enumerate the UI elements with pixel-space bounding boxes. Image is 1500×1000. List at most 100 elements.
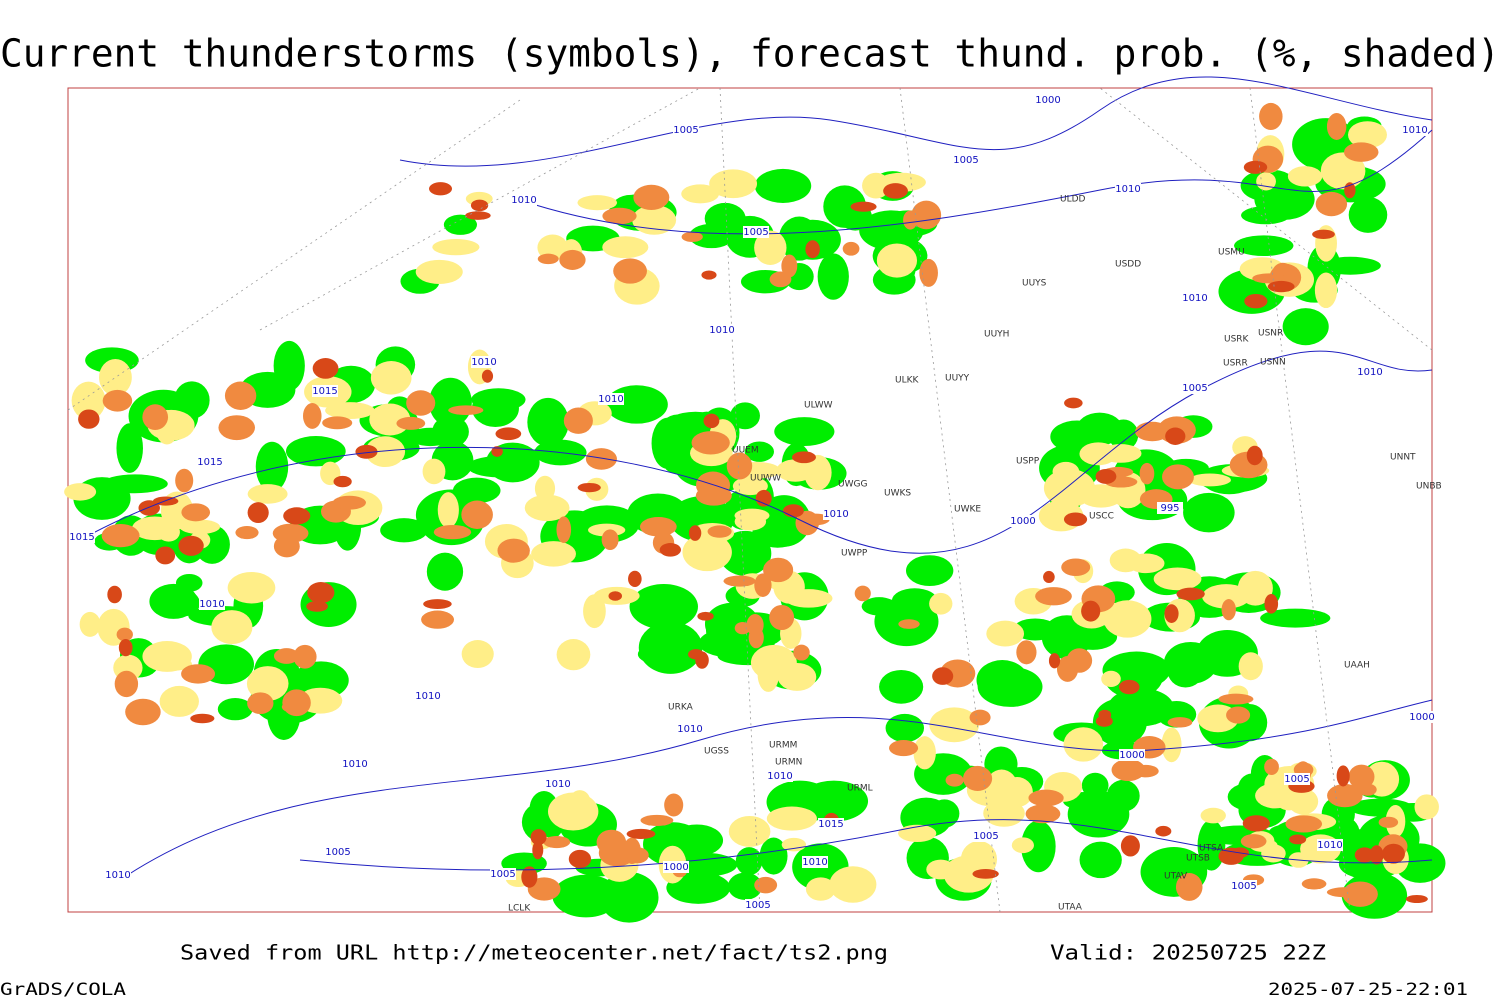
shade <box>1221 599 1236 621</box>
isobar-label: 1015 <box>312 386 337 397</box>
shade <box>114 670 139 698</box>
shade <box>608 591 622 601</box>
shade <box>829 866 877 903</box>
source-url: Saved from URL http://meteocenter.net/fa… <box>180 941 888 965</box>
shade <box>1025 804 1061 824</box>
shade <box>664 793 684 817</box>
shade <box>1238 652 1263 681</box>
shade <box>734 621 751 635</box>
shade <box>448 405 484 416</box>
shade <box>1153 567 1202 591</box>
shade <box>355 444 378 459</box>
isobar-label-bg <box>677 723 703 735</box>
shade <box>79 611 101 637</box>
shade <box>1237 570 1273 606</box>
isobar-label-bg <box>545 778 571 790</box>
shade <box>408 427 453 447</box>
isobar-label: 1010 <box>511 195 536 206</box>
shade <box>1234 235 1294 257</box>
isobar-label-bg <box>1119 749 1145 761</box>
shade <box>365 436 406 468</box>
shade <box>1079 442 1118 466</box>
shade <box>332 495 366 510</box>
shade <box>1218 693 1254 705</box>
shade <box>102 474 168 494</box>
isobar-label-bg <box>1409 711 1435 723</box>
shade <box>1035 587 1072 606</box>
shade <box>1243 160 1268 174</box>
shade <box>1320 152 1366 190</box>
shade <box>568 849 592 869</box>
station-label: UTSB <box>1186 854 1210 864</box>
shade <box>1259 102 1283 131</box>
station-label: UWKE <box>954 505 981 515</box>
shade <box>247 692 274 715</box>
station-labels: ULDD USDD USMU UUYS UUYH USRK USNR USRR USNN ULKK… <box>508 195 1442 914</box>
shade <box>1336 765 1350 787</box>
shade <box>929 592 953 615</box>
shade <box>471 389 519 427</box>
shade <box>777 662 817 691</box>
isobar-label: 1010 <box>199 599 224 610</box>
isobar-label-bg <box>709 324 735 336</box>
shade <box>1081 772 1109 799</box>
shade <box>1106 779 1140 812</box>
shade <box>817 253 849 300</box>
shade <box>78 409 100 429</box>
isobar-label-bg <box>312 385 338 397</box>
shade <box>1028 789 1064 807</box>
shade <box>1064 397 1083 409</box>
shade <box>1378 816 1399 828</box>
shade <box>556 639 591 671</box>
shade <box>792 451 816 464</box>
shade <box>559 249 586 270</box>
shade <box>569 790 591 813</box>
isobar-label: 1010 <box>1182 293 1207 304</box>
shade <box>273 648 300 664</box>
shade <box>682 533 732 572</box>
shade <box>1120 835 1140 857</box>
isobar-label-bg <box>199 598 225 610</box>
shade <box>1063 512 1088 527</box>
shade <box>1109 548 1142 573</box>
shade <box>1079 841 1122 879</box>
shade <box>1287 166 1323 187</box>
isobar-label-bg <box>471 356 497 368</box>
isobar-label-bg <box>818 818 844 830</box>
isobar-label: 1010 <box>545 779 570 790</box>
isobar-label: 1005 <box>745 900 770 911</box>
shade <box>1326 887 1365 898</box>
shade <box>159 685 199 717</box>
shade <box>1344 182 1356 199</box>
shade <box>793 644 810 661</box>
station-label: USNN <box>1260 358 1286 368</box>
shade <box>854 585 871 602</box>
shade <box>963 765 993 791</box>
shade <box>1315 191 1348 217</box>
isobar-label: 1000 <box>1119 750 1144 761</box>
shade <box>1382 843 1405 864</box>
isobar-label: 1010 <box>471 357 496 368</box>
shade <box>763 557 794 583</box>
shade <box>406 390 436 416</box>
shade <box>1048 653 1061 669</box>
shade <box>929 707 980 743</box>
shade <box>532 840 544 860</box>
shade <box>640 517 677 537</box>
shade <box>728 815 771 847</box>
shade <box>651 417 684 469</box>
shade <box>1163 641 1218 684</box>
shade <box>552 874 620 918</box>
shade <box>1241 206 1290 225</box>
shade <box>759 837 788 875</box>
shade <box>769 604 795 631</box>
shade <box>776 459 815 482</box>
shade <box>1063 727 1104 762</box>
isobar-label: 1010 <box>677 724 702 735</box>
shade <box>1164 604 1179 623</box>
shade <box>1132 764 1159 778</box>
shade <box>465 211 491 220</box>
shade <box>972 868 999 879</box>
shade <box>688 649 704 660</box>
shade <box>1414 794 1439 820</box>
